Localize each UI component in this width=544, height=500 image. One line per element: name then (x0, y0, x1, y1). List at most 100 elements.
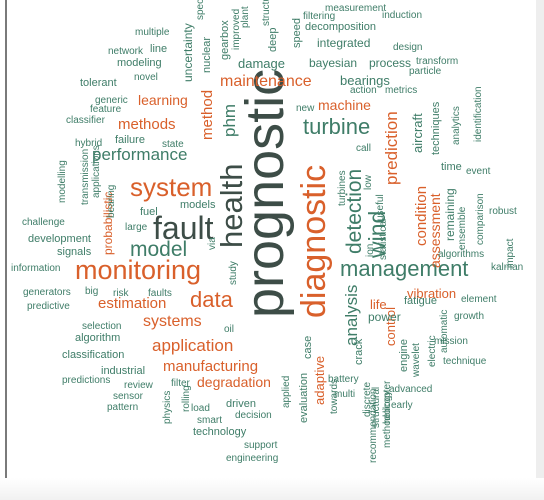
word-battery: battery (328, 374, 359, 385)
word-plant: plant (240, 6, 251, 28)
frame-bottom (0, 478, 544, 500)
word-event: event (466, 166, 491, 177)
word-learning: learning (138, 92, 188, 108)
word-line: line (150, 43, 168, 55)
word-algorithm: algorithm (75, 332, 121, 344)
word-degradation: degradation (197, 374, 271, 390)
word-load: load (191, 403, 210, 414)
word-monitoring: monitoring (75, 255, 202, 285)
word-fault: fault (153, 210, 214, 246)
word-nuclear: nuclear (201, 36, 213, 73)
word-deep: deep (267, 27, 279, 52)
word-technique: technique (443, 356, 487, 367)
word-power: power (368, 310, 401, 324)
word-design: design (393, 42, 423, 53)
word-information: information (11, 263, 61, 274)
word-fatigue: fatigue (404, 295, 438, 307)
word-generic: generic (95, 95, 128, 106)
word-phm: phm (220, 103, 239, 137)
word-time: time (441, 161, 462, 173)
word-wavelet: wavelet (411, 343, 422, 377)
word-manufacturing: manufacturing (163, 358, 259, 375)
word-applications: applications (91, 145, 102, 198)
word-advanced: advanced (389, 384, 433, 395)
word-estimation: estimation (98, 295, 167, 312)
word-turbine: turbine (303, 114, 371, 139)
word-bearings: bearings (340, 73, 390, 88)
word-transform: transform (416, 56, 459, 67)
word-gearbox: gearbox (219, 20, 231, 60)
word-statistical: statistical (378, 218, 389, 260)
word-model: model (130, 238, 188, 261)
word-tolerant: tolerant (80, 77, 117, 89)
word-generators: generators (23, 287, 71, 298)
word-case: case (302, 335, 314, 359)
word-oil: oil (224, 324, 235, 335)
word-diagnostic: diagnostic (295, 164, 333, 318)
word-measurement: measurement (325, 3, 387, 14)
word-classifier: classifier (66, 115, 105, 126)
word-engineering: engineering (226, 453, 279, 464)
word-analysis: analysis (342, 284, 361, 346)
word-uncertainty: uncertainty (181, 23, 195, 82)
word-feature: feature (90, 104, 122, 115)
word-sensor: sensor (113, 391, 144, 402)
word-particle: particle (409, 66, 442, 77)
word-novel: novel (134, 72, 158, 83)
word-failure: failure (115, 134, 145, 146)
word-turbines: turbines (337, 170, 348, 206)
word-state: state (162, 139, 184, 150)
word-classification: classification (62, 349, 125, 361)
word-big: big (85, 286, 99, 297)
word-process: process (369, 56, 412, 70)
word-filter: filter (171, 378, 190, 389)
word-bearing: bearing (106, 184, 117, 218)
word-applied: applied (281, 375, 292, 408)
word-element: element (461, 294, 497, 305)
word-decomposition: decomposition (305, 21, 376, 33)
word-via: via (207, 237, 218, 250)
word-remaining: remaining (443, 188, 457, 241)
word-growth: growth (454, 311, 485, 322)
word-algorithms: algorithms (438, 249, 485, 260)
word-spec: spec (195, 0, 206, 20)
word-maintenance: maintenance (220, 73, 312, 90)
word-management: management (340, 256, 469, 281)
word-metrics: metrics (385, 85, 418, 96)
word-health: health (214, 163, 249, 248)
word-robust: robust (489, 206, 517, 217)
word-crack: crack (353, 338, 365, 365)
word-call: call (356, 143, 372, 154)
word-modeling: modeling (117, 57, 162, 69)
word-machine: machine (318, 97, 371, 113)
word-smart: smart (197, 415, 222, 426)
word-network: network (108, 46, 144, 57)
word-modelling: modelling (57, 160, 68, 203)
word-recommendation: recommendation (368, 388, 379, 463)
word-low: low (363, 174, 374, 190)
word-methods: methods (118, 116, 176, 133)
word-risk: risk (113, 288, 129, 299)
word-review: review (124, 380, 153, 391)
frame-edge (536, 0, 544, 500)
word-predictions: predictions (62, 375, 111, 386)
word-models: models (180, 199, 216, 211)
word-adaptive: adaptive (312, 355, 327, 405)
word-systems: systems (143, 313, 202, 330)
word-action: action (350, 85, 377, 96)
word-vibration: vibration (407, 286, 457, 301)
word-filtering: filtering (303, 11, 336, 22)
word-driven: driven (226, 398, 256, 410)
word-useful: useful (375, 194, 386, 221)
word-integrated: integrated (317, 36, 371, 50)
word-ion: ion (365, 243, 376, 257)
word-damage: damage (238, 56, 285, 71)
word-multi: multi (334, 389, 356, 400)
word-aircraft: aircraft (410, 113, 425, 153)
word-engine: engine (398, 338, 410, 372)
word-kalman: kalman (491, 262, 524, 273)
word-life: life (370, 297, 387, 312)
word-mission: mission (434, 336, 468, 347)
word-decision: decision (235, 410, 272, 421)
